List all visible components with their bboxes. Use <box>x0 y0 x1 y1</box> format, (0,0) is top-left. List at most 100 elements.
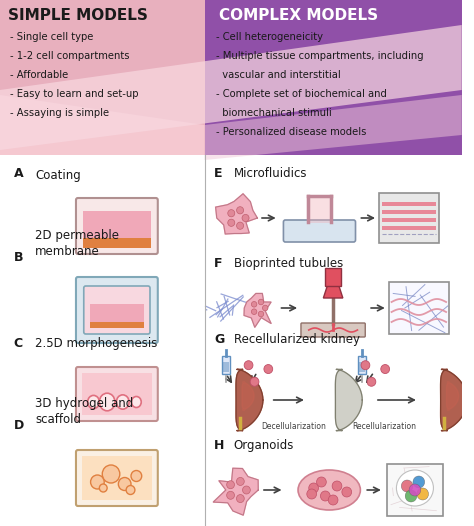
Polygon shape <box>447 382 459 410</box>
Polygon shape <box>244 294 271 327</box>
Text: Microfluidics: Microfluidics <box>234 167 307 180</box>
Text: - Multiple tissue compartments, including: - Multiple tissue compartments, includin… <box>216 51 424 61</box>
Polygon shape <box>216 194 257 234</box>
Ellipse shape <box>228 210 235 217</box>
Bar <box>223 362 229 372</box>
Ellipse shape <box>417 488 428 500</box>
Text: Coating: Coating <box>35 169 81 182</box>
Text: F: F <box>214 257 223 270</box>
Bar <box>151 200 156 252</box>
Bar <box>382 202 437 206</box>
Ellipse shape <box>332 481 342 491</box>
FancyBboxPatch shape <box>283 220 356 242</box>
Ellipse shape <box>307 489 317 499</box>
Text: Organoids: Organoids <box>234 439 294 452</box>
Text: - Single cell type: - Single cell type <box>10 32 93 42</box>
FancyBboxPatch shape <box>301 323 365 337</box>
Bar <box>90 322 144 328</box>
Text: - Cell heterogeneicity: - Cell heterogeneicity <box>216 32 323 42</box>
Ellipse shape <box>227 481 235 489</box>
Ellipse shape <box>250 377 259 386</box>
Ellipse shape <box>413 476 425 488</box>
Bar <box>82 211 152 240</box>
Text: Decellularization: Decellularization <box>261 422 326 431</box>
Ellipse shape <box>237 494 244 502</box>
Text: Recellularized kidney: Recellularized kidney <box>234 333 360 346</box>
Text: Bioprinted tubules: Bioprinted tubules <box>234 257 343 270</box>
Ellipse shape <box>102 465 120 483</box>
Text: C: C <box>14 337 23 350</box>
Ellipse shape <box>126 485 135 494</box>
Ellipse shape <box>237 207 244 214</box>
Ellipse shape <box>264 365 273 373</box>
Ellipse shape <box>131 397 141 408</box>
Text: B: B <box>14 251 23 264</box>
Bar <box>222 356 230 374</box>
Text: biomechanical stimuli: biomechanical stimuli <box>216 108 332 118</box>
Ellipse shape <box>317 477 326 487</box>
Text: 3D hydrogel and
scaffold: 3D hydrogel and scaffold <box>35 397 133 426</box>
Ellipse shape <box>328 495 338 505</box>
Polygon shape <box>323 286 343 298</box>
Polygon shape <box>440 369 467 431</box>
Text: H: H <box>214 439 225 452</box>
Polygon shape <box>236 369 263 431</box>
Text: E: E <box>214 167 223 180</box>
Ellipse shape <box>251 309 257 315</box>
Ellipse shape <box>244 361 253 370</box>
Ellipse shape <box>320 491 330 501</box>
Bar <box>82 456 152 500</box>
Ellipse shape <box>342 487 352 497</box>
Polygon shape <box>0 25 462 150</box>
Ellipse shape <box>405 490 417 502</box>
Bar <box>82 238 152 248</box>
Bar <box>325 268 341 286</box>
Ellipse shape <box>401 480 413 492</box>
Bar <box>90 304 144 328</box>
Ellipse shape <box>118 478 131 491</box>
Text: vascular and interstitial: vascular and interstitial <box>216 70 341 80</box>
Text: SIMPLE MODELS: SIMPLE MODELS <box>8 8 148 23</box>
Polygon shape <box>336 369 362 431</box>
Text: COMPLEX MODELS: COMPLEX MODELS <box>219 8 378 23</box>
Ellipse shape <box>381 365 390 373</box>
Text: 2.5D morphogenesis: 2.5D morphogenesis <box>35 337 157 350</box>
FancyBboxPatch shape <box>76 450 158 506</box>
Bar <box>382 226 437 230</box>
Text: G: G <box>214 333 225 346</box>
Polygon shape <box>242 382 254 410</box>
Bar <box>359 362 365 372</box>
Text: 2D permeable
membrane: 2D permeable membrane <box>35 229 119 258</box>
Bar <box>0 155 462 526</box>
Ellipse shape <box>91 475 104 489</box>
Ellipse shape <box>367 377 376 386</box>
FancyBboxPatch shape <box>307 195 332 223</box>
Text: Recellularization: Recellularization <box>353 422 417 431</box>
Text: A: A <box>14 167 23 180</box>
Polygon shape <box>213 468 258 515</box>
Text: - 1-2 cell compartments: - 1-2 cell compartments <box>10 51 129 61</box>
Polygon shape <box>0 95 205 155</box>
Ellipse shape <box>396 470 433 506</box>
Bar <box>379 193 439 243</box>
Ellipse shape <box>228 219 235 226</box>
Ellipse shape <box>117 395 129 409</box>
FancyBboxPatch shape <box>76 198 158 254</box>
Ellipse shape <box>237 222 244 229</box>
Ellipse shape <box>361 361 370 370</box>
Bar <box>389 282 449 334</box>
Text: - Complete set of biochemical and: - Complete set of biochemical and <box>216 89 387 99</box>
Ellipse shape <box>237 478 244 485</box>
Bar <box>382 218 437 222</box>
Bar <box>382 210 437 214</box>
Text: - Personalized disease models: - Personalized disease models <box>216 127 366 137</box>
Bar <box>82 373 152 415</box>
Ellipse shape <box>88 396 100 409</box>
Ellipse shape <box>263 305 268 311</box>
Ellipse shape <box>227 491 235 499</box>
Text: - Easy to learn and set-up: - Easy to learn and set-up <box>10 89 138 99</box>
Ellipse shape <box>409 484 421 496</box>
Bar <box>0 0 205 155</box>
Ellipse shape <box>298 470 360 510</box>
Ellipse shape <box>100 484 107 492</box>
